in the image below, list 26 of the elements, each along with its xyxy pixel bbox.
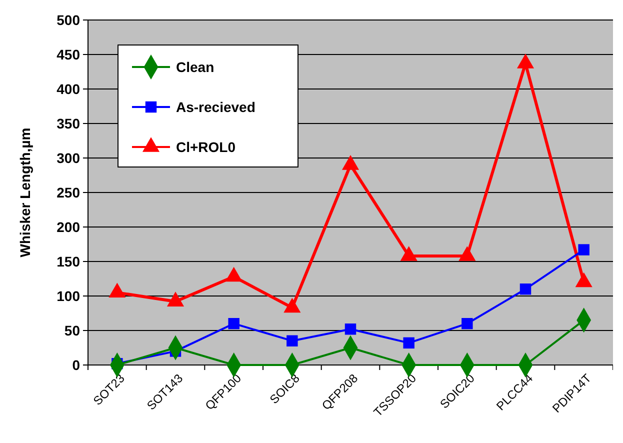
y-tick-label: 400 <box>56 80 80 97</box>
point <box>403 337 414 349</box>
point <box>516 54 534 68</box>
y-tick-label: 300 <box>56 150 80 166</box>
point <box>400 246 418 261</box>
legend-label: As-recieved <box>176 98 256 115</box>
point <box>286 335 298 346</box>
point <box>228 318 240 330</box>
y-tick-label: 450 <box>56 46 80 62</box>
point <box>342 155 360 170</box>
y-tick-label: 100 <box>56 288 80 304</box>
legend-label: Cl+ROL0 <box>176 138 236 155</box>
y-tick-label: 0 <box>72 356 80 373</box>
y-tick-label: 350 <box>56 115 80 132</box>
y-tick-label: 150 <box>56 253 80 270</box>
point <box>578 244 590 256</box>
y-tick-label: 250 <box>56 184 80 200</box>
y-axis-title: Whisker Length,µm <box>17 128 33 258</box>
legend-label: Clean <box>176 58 214 75</box>
point <box>520 283 532 295</box>
point <box>458 246 476 261</box>
point <box>462 318 473 330</box>
point <box>344 324 356 335</box>
y-tick-label: 200 <box>56 218 80 235</box>
y-tick-label: 50 <box>64 322 80 338</box>
y-tick-label: 500 <box>56 12 80 28</box>
